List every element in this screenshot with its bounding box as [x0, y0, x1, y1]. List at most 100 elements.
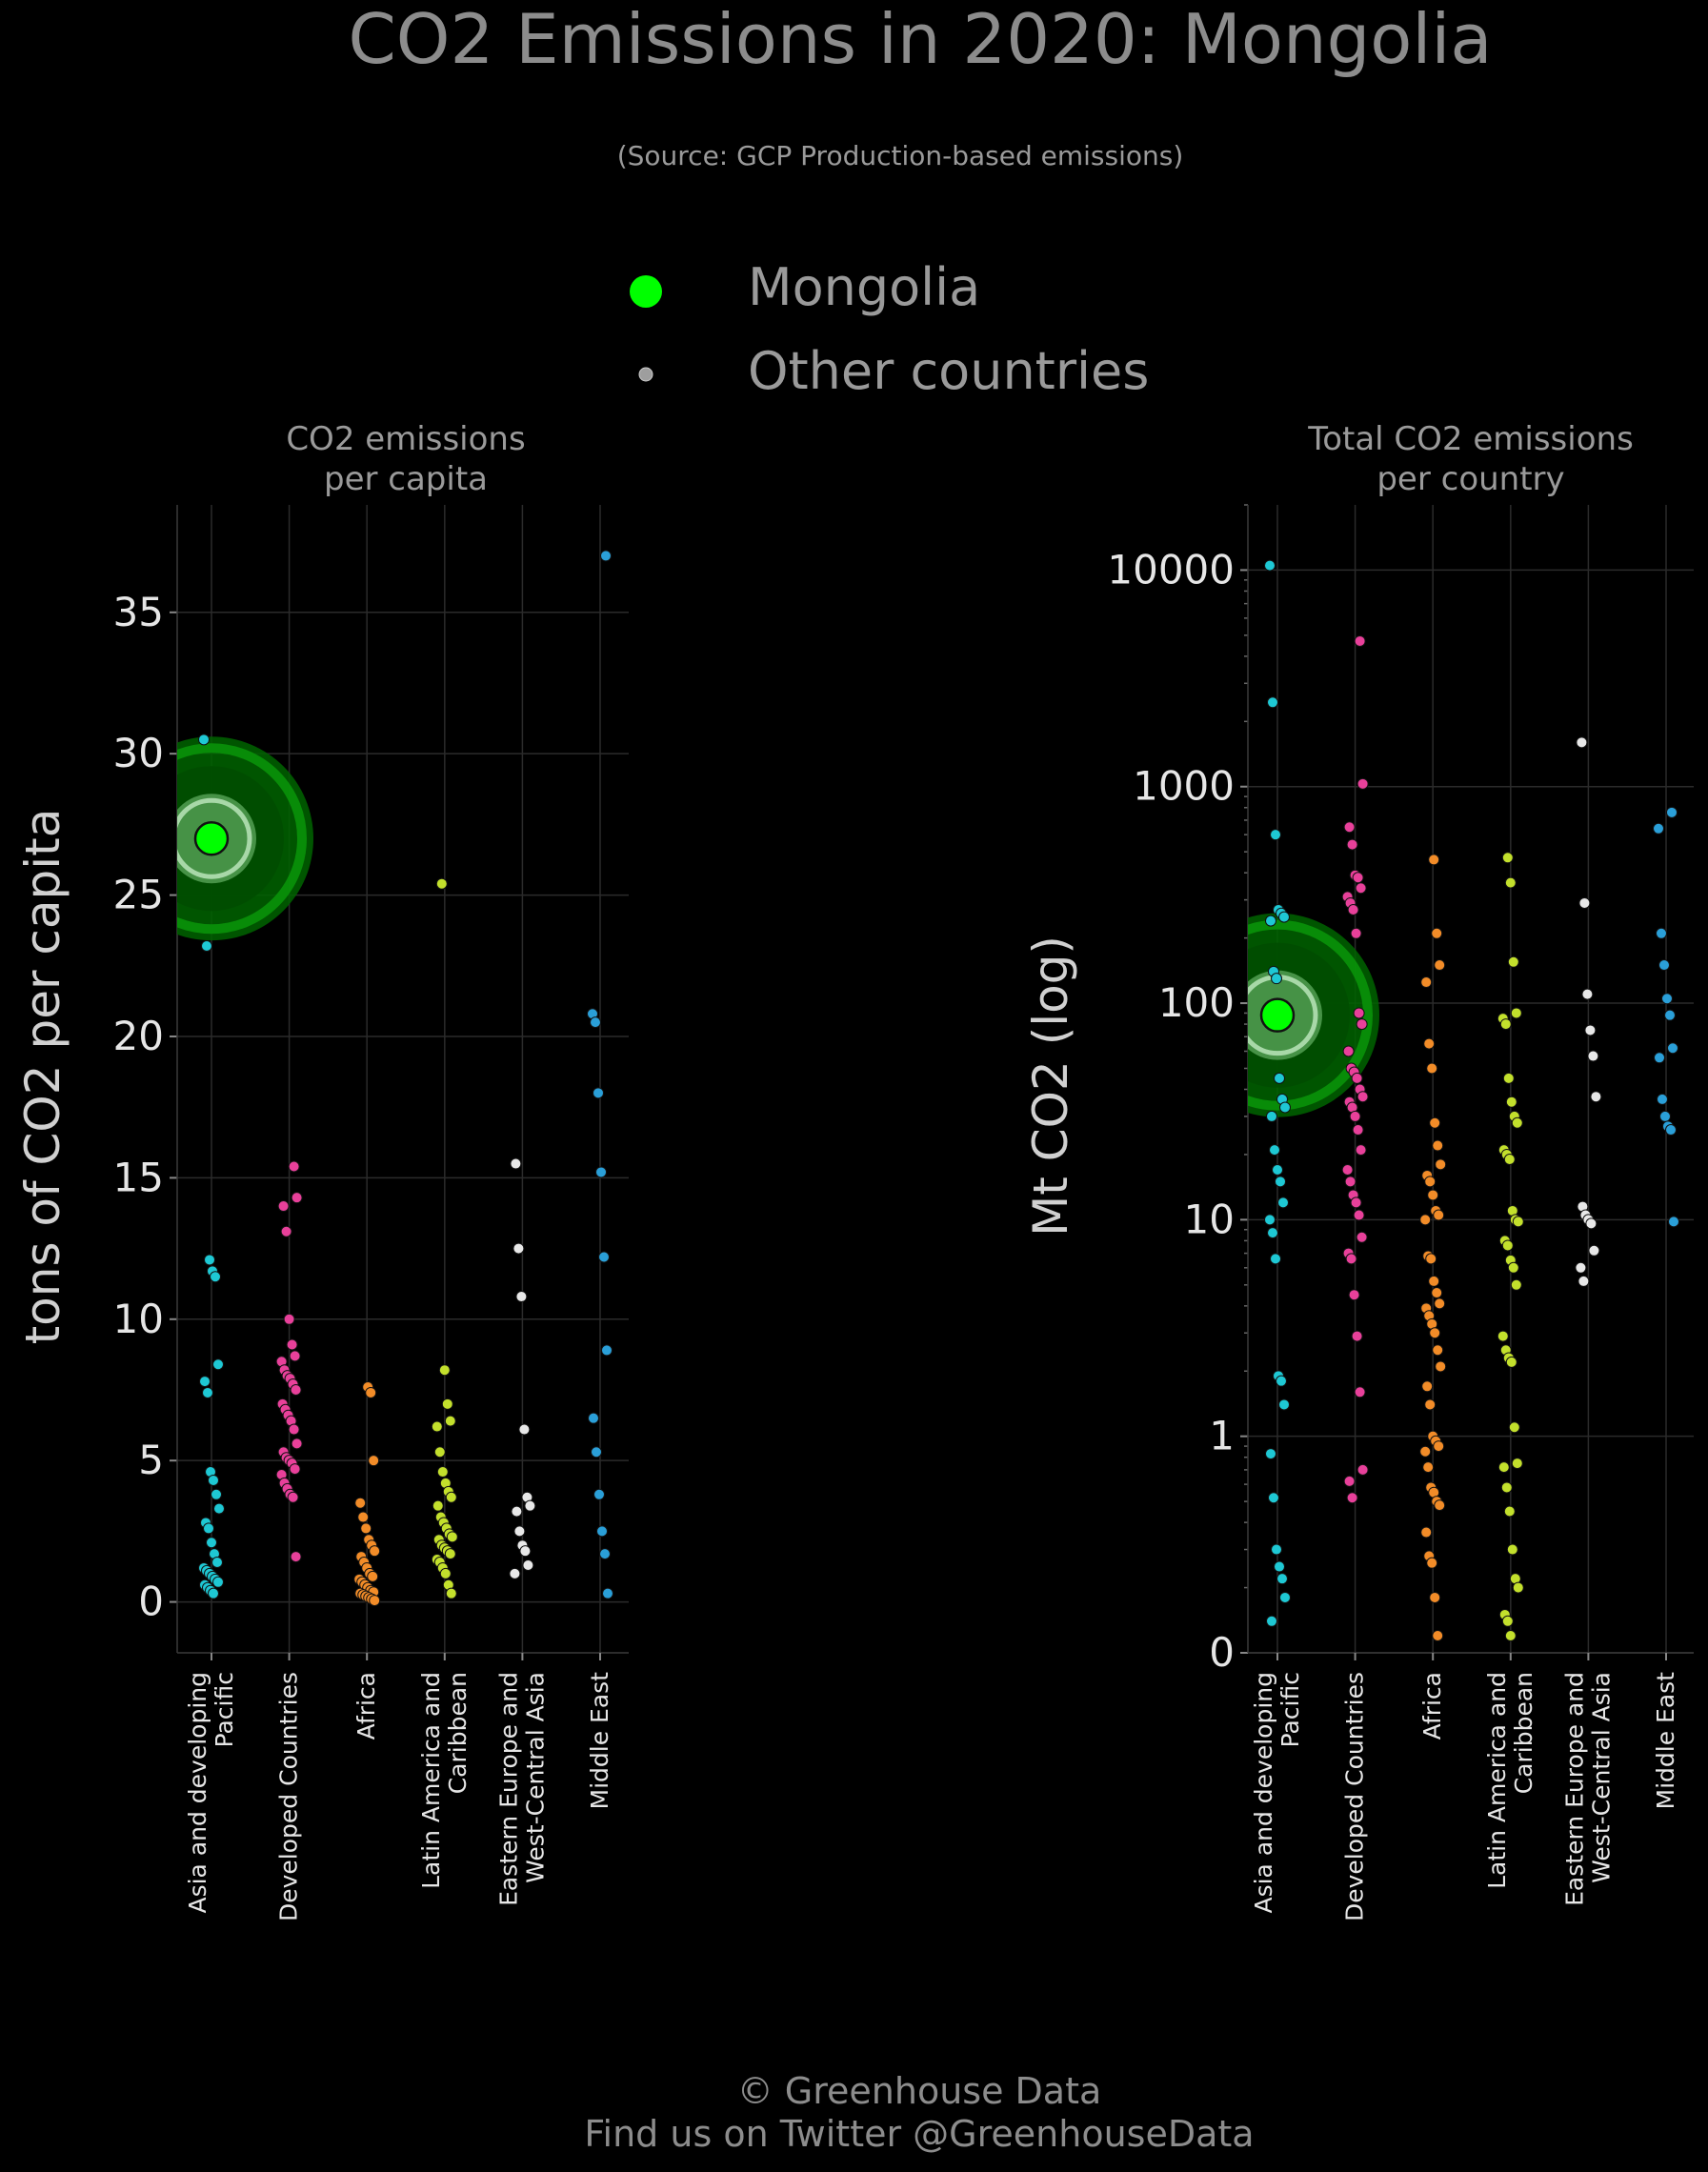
footer: © Greenhouse Data Find us on Twitter @Gr… — [584, 2070, 1254, 2155]
data-point-latin-america-and-caribbean — [439, 1567, 452, 1579]
data-point-africa — [1422, 1461, 1435, 1474]
y-tick-label: 0 — [1209, 1629, 1235, 1676]
data-point-developed-countries — [277, 1200, 290, 1213]
data-point-eastern-europe-and-west-central-asia — [522, 1559, 534, 1571]
panel-title-line: CO2 emissions — [286, 420, 525, 458]
data-point-latin-america-and-caribbean — [1512, 1216, 1524, 1228]
data-point-latin-america-and-caribbean — [441, 1398, 453, 1410]
data-point-latin-america-and-caribbean — [1505, 1096, 1517, 1108]
data-point-middle-east — [602, 1587, 613, 1599]
data-point-africa — [365, 1386, 377, 1398]
data-point-africa — [367, 1570, 379, 1582]
data-point-asia-and-developing-pacific — [1274, 1072, 1285, 1084]
data-point-latin-america-and-caribbean — [1502, 1072, 1515, 1084]
data-point-asia-and-developing-pacific — [1266, 1110, 1277, 1122]
data-point-developed-countries — [289, 1350, 301, 1362]
y-axis-label: Mt CO2 (log) — [1023, 935, 1078, 1237]
data-point-latin-america-and-caribbean — [1507, 955, 1519, 968]
x-category-label: Africa — [1418, 1672, 1446, 1740]
panel-title: CO2 emissions per capita — [286, 420, 525, 498]
data-point-latin-america-and-caribbean — [1506, 1543, 1518, 1556]
data-point-asia-and-developing-pacific — [198, 734, 210, 746]
data-point-middle-east — [1661, 993, 1673, 1005]
data-point-latin-america-and-caribbean — [1507, 1261, 1519, 1274]
data-point-latin-america-and-caribbean — [438, 1364, 451, 1377]
data-point-asia-and-developing-pacific — [202, 1386, 213, 1398]
data-point-africa — [369, 1545, 381, 1558]
data-point-africa — [1420, 1526, 1433, 1538]
data-point-latin-america-and-caribbean — [1499, 1018, 1512, 1031]
data-point-middle-east — [598, 1251, 610, 1263]
data-point-asia-and-developing-pacific — [1270, 829, 1281, 841]
data-point-eastern-europe-and-west-central-asia — [518, 1423, 531, 1436]
y-tick-label: 1000 — [1133, 763, 1235, 810]
data-point-eastern-europe-and-west-central-asia — [1578, 896, 1591, 909]
data-point-africa — [1429, 1116, 1441, 1129]
data-point-asia-and-developing-pacific — [1270, 1253, 1281, 1265]
data-point-latin-america-and-caribbean — [1501, 1239, 1514, 1252]
y-tick-label: 10 — [1184, 1196, 1235, 1242]
data-point-developed-countries — [1356, 1018, 1368, 1031]
halo-inner-ring — [177, 797, 252, 879]
data-point-asia-and-developing-pacific — [1264, 1214, 1276, 1226]
data-point-developed-countries — [289, 1463, 301, 1476]
data-point-developed-countries — [1348, 1289, 1360, 1301]
x-category-label: Caribbean — [444, 1672, 472, 1794]
footer-twitter: Find us on Twitter @GreenhouseData — [584, 2113, 1254, 2155]
data-point-asia-and-developing-pacific — [1265, 915, 1276, 927]
y-tick-label: 10 — [113, 1296, 164, 1342]
data-point-africa — [1427, 1189, 1439, 1201]
data-point-middle-east — [1667, 1042, 1678, 1055]
panel-title-line: Total CO2 emissions — [1307, 420, 1634, 458]
data-point-africa — [1428, 1275, 1440, 1287]
data-point-latin-america-and-caribbean — [1511, 1116, 1523, 1129]
legend: Mongolia Other countries — [630, 257, 1149, 401]
x-category-label: Pacific — [1276, 1672, 1304, 1747]
data-point-developed-countries — [291, 1438, 303, 1450]
data-point-eastern-europe-and-west-central-asia — [1576, 736, 1588, 749]
data-point-middle-east — [596, 1525, 608, 1538]
data-point-middle-east — [1664, 1009, 1676, 1021]
data-point-developed-countries — [287, 1491, 299, 1503]
data-point-asia-and-developing-pacific — [206, 1537, 217, 1549]
data-point-latin-america-and-caribbean — [444, 1415, 456, 1427]
data-point-africa — [1431, 927, 1443, 939]
data-point-asia-and-developing-pacific — [1277, 1197, 1289, 1209]
data-point-latin-america-and-caribbean — [1511, 1458, 1523, 1470]
legend-highlight-marker — [630, 275, 662, 308]
x-category-label: Developed Countries — [275, 1672, 303, 1921]
y-tick-label: 25 — [113, 872, 164, 918]
data-point-africa — [357, 1511, 370, 1523]
data-point-africa — [1432, 1630, 1444, 1642]
data-point-latin-america-and-caribbean — [433, 1446, 446, 1458]
data-point-africa — [1420, 976, 1433, 989]
y-tick-label: 30 — [113, 730, 164, 776]
x-category-label: Middle East — [1652, 1672, 1679, 1810]
data-point-developed-countries — [1344, 1176, 1356, 1188]
data-point-middle-east — [1668, 1216, 1679, 1228]
data-point-africa — [1433, 1440, 1445, 1453]
data-point-latin-america-and-caribbean — [1500, 1481, 1513, 1494]
data-point-middle-east — [599, 1548, 611, 1560]
data-point-latin-america-and-caribbean — [1501, 1615, 1514, 1627]
data-point-eastern-europe-and-west-central-asia — [511, 1505, 523, 1518]
x-category-label: Asia and developing — [184, 1672, 211, 1914]
panel-title-line: per country — [1376, 460, 1564, 498]
data-point-developed-countries — [1356, 777, 1369, 790]
data-point-developed-countries — [1350, 1197, 1362, 1209]
data-point-eastern-europe-and-west-central-asia — [1587, 1050, 1599, 1062]
data-point-developed-countries — [1351, 1330, 1363, 1342]
data-point-asia-and-developing-pacific — [212, 1358, 224, 1371]
data-point-asia-and-developing-pacific — [1271, 1543, 1282, 1556]
data-point-africa — [1431, 1287, 1443, 1299]
y-tick-label: 10000 — [1107, 546, 1235, 593]
data-point-developed-countries — [286, 1338, 298, 1351]
data-point-asia-and-developing-pacific — [211, 1557, 223, 1569]
data-point-developed-countries — [291, 1192, 303, 1204]
data-point-africa — [1421, 1380, 1434, 1393]
data-point-middle-east — [1657, 1093, 1668, 1105]
x-category-label: Latin America and — [1483, 1672, 1511, 1889]
data-point-latin-america-and-caribbean — [1510, 1007, 1522, 1019]
data-point-africa — [1419, 1214, 1432, 1226]
